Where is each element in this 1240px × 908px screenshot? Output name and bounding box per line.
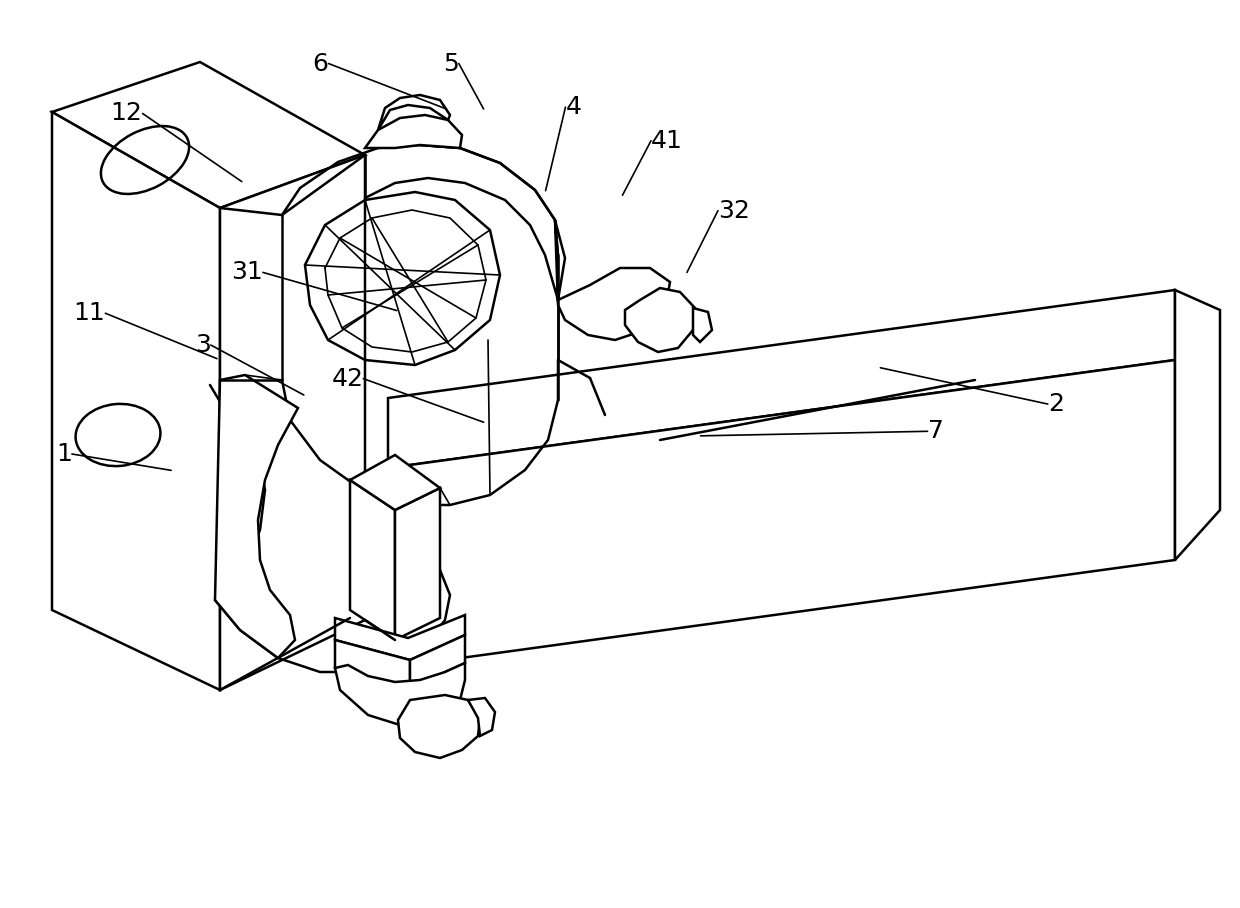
- Polygon shape: [467, 698, 495, 736]
- Polygon shape: [388, 290, 1176, 468]
- Text: 5: 5: [443, 52, 459, 75]
- Text: 7: 7: [928, 419, 944, 443]
- Text: 4: 4: [565, 95, 582, 119]
- Polygon shape: [396, 488, 440, 640]
- Polygon shape: [350, 480, 396, 640]
- Polygon shape: [398, 695, 480, 758]
- Polygon shape: [350, 455, 440, 510]
- Text: 32: 32: [718, 199, 750, 222]
- Polygon shape: [365, 115, 463, 148]
- Polygon shape: [219, 155, 365, 690]
- Polygon shape: [625, 288, 694, 352]
- Polygon shape: [335, 615, 465, 660]
- Polygon shape: [378, 95, 450, 130]
- Polygon shape: [556, 220, 670, 340]
- Text: 6: 6: [312, 52, 329, 75]
- Text: 3: 3: [195, 333, 211, 357]
- Text: 41: 41: [651, 129, 683, 153]
- Polygon shape: [335, 640, 410, 688]
- Polygon shape: [1176, 290, 1220, 560]
- Text: 42: 42: [331, 367, 363, 390]
- Polygon shape: [335, 663, 465, 725]
- Polygon shape: [52, 112, 219, 690]
- Text: 2: 2: [1048, 392, 1064, 416]
- Polygon shape: [52, 62, 365, 208]
- Polygon shape: [388, 360, 1176, 668]
- Text: 11: 11: [73, 301, 105, 325]
- Polygon shape: [693, 308, 712, 342]
- Polygon shape: [410, 635, 465, 688]
- Polygon shape: [215, 375, 298, 658]
- Text: 31: 31: [231, 261, 263, 284]
- Text: 1: 1: [56, 442, 72, 466]
- Text: 12: 12: [110, 102, 143, 125]
